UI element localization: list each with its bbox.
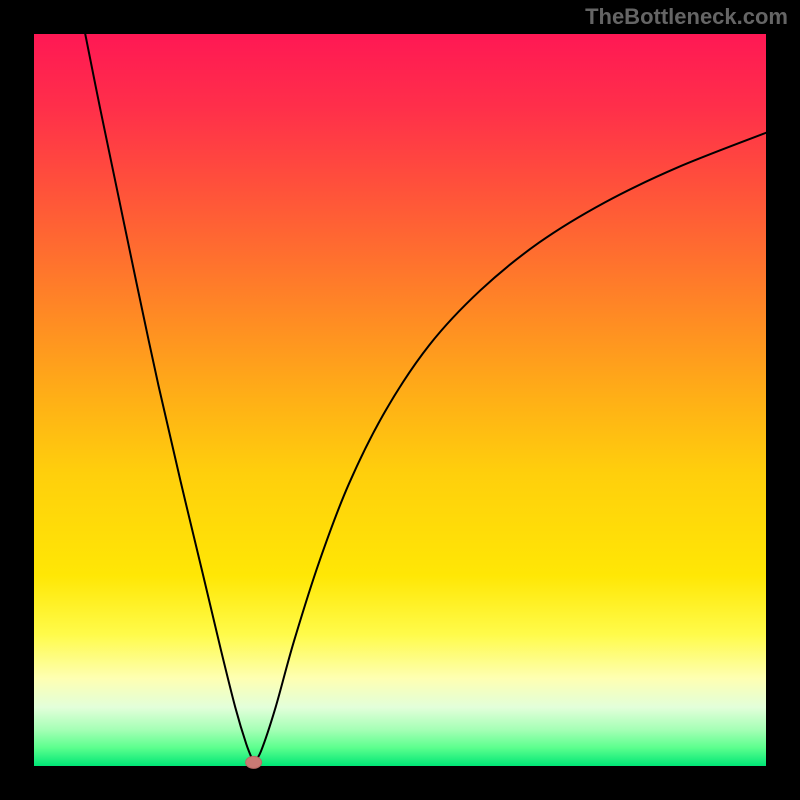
chart-svg <box>0 0 800 800</box>
optimal-point-marker <box>246 756 262 768</box>
bottleneck-chart: TheBottleneck.com <box>0 0 800 800</box>
watermark-text: TheBottleneck.com <box>585 4 788 30</box>
